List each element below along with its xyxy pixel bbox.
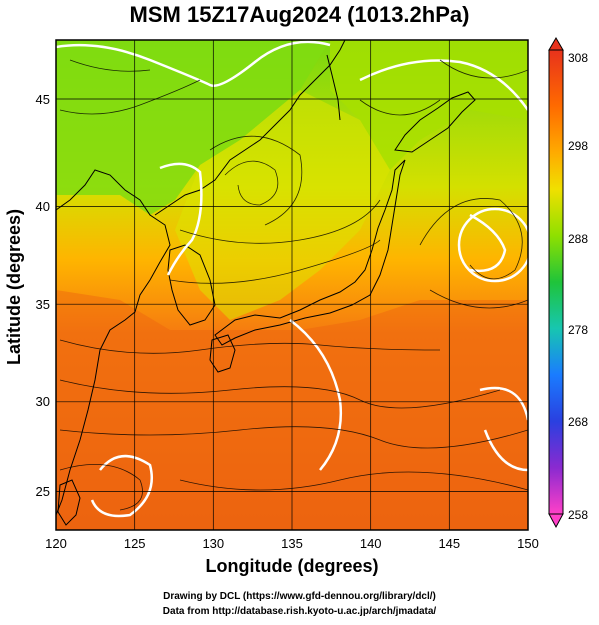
streamline (59, 79, 201, 115)
contour-line (359, 59, 528, 111)
cool-region-north (56, 40, 330, 215)
streamline (439, 59, 528, 79)
streamline (59, 339, 441, 354)
contour-line (479, 386, 528, 421)
colorbar-tick: 278 (568, 323, 588, 337)
sakhalin-coast (326, 54, 341, 121)
wind-streamlines (59, 59, 528, 511)
china-coast (56, 169, 171, 516)
x-tick-label: 150 (517, 536, 539, 551)
streamline (169, 239, 381, 284)
cyclone-contour (457, 207, 528, 283)
streamline (209, 135, 303, 226)
contour-line (289, 319, 342, 471)
taiwan-island (57, 479, 81, 526)
contour-line (159, 162, 203, 276)
y-axis-label: Latitude (degrees) (4, 208, 24, 366)
hokkaido-island (394, 91, 476, 153)
korea-russia-coast (154, 40, 346, 216)
mild-region-sea-of-japan (175, 90, 390, 320)
streamline (224, 160, 279, 206)
credit-data-source: Data from http://database.rish.kyoto-u.a… (162, 606, 437, 617)
streamline (359, 99, 441, 116)
streamline (429, 289, 528, 309)
coastlines (56, 40, 476, 526)
x-tick-label: 145 (438, 536, 460, 551)
colorbar-scale (548, 49, 564, 515)
x-tick-label: 120 (45, 536, 67, 551)
graticule (56, 40, 528, 530)
x-tick-label: 130 (202, 536, 224, 551)
x-axis-label: Longitude (degrees) (205, 556, 379, 576)
streamline (59, 464, 143, 511)
colorbar: 308 298 288 278 268 258 (548, 37, 588, 529)
colorbar-tick: 268 (568, 415, 588, 429)
colorbar-bottom-arrow (548, 513, 564, 529)
contour-line (56, 40, 331, 87)
y-tick-label: 30 (36, 394, 50, 409)
honshu-island (214, 159, 406, 346)
contour-line (90, 455, 153, 518)
y-tick-label: 35 (36, 297, 50, 312)
x-tick-label: 140 (360, 536, 382, 551)
colorbar-tick: 288 (568, 232, 588, 246)
colorbar-tick: 308 (568, 51, 588, 65)
y-tick-label: 40 (36, 199, 50, 214)
colorbar-top-arrow (548, 37, 564, 51)
contour-line (483, 429, 528, 472)
contour-line (469, 213, 507, 273)
streamline (419, 198, 523, 280)
colorbar-tick: 298 (568, 139, 588, 153)
chart-title: MSM 15Z17Aug2024 (1013.2hPa) (129, 2, 470, 27)
y-axis-ticks: 25 30 35 40 45 (36, 92, 50, 499)
colorbar-tick: 258 (568, 508, 588, 522)
streamline (59, 379, 501, 409)
korean-peninsula (167, 244, 216, 326)
map-frame (55, 39, 529, 531)
x-axis-ticks: 120 125 130 135 140 145 150 (45, 536, 539, 551)
temperature-contours (56, 40, 528, 518)
streamline (59, 426, 528, 449)
credit-drawing: Drawing by DCL (https://www.gfd-dennou.o… (163, 591, 436, 602)
streamline (69, 59, 151, 72)
x-tick-label: 135 (281, 536, 303, 551)
y-tick-label: 25 (36, 484, 50, 499)
x-tick-label: 125 (124, 536, 146, 551)
streamline (179, 471, 528, 491)
kyushu-island (209, 334, 236, 373)
y-tick-label: 45 (36, 92, 50, 107)
